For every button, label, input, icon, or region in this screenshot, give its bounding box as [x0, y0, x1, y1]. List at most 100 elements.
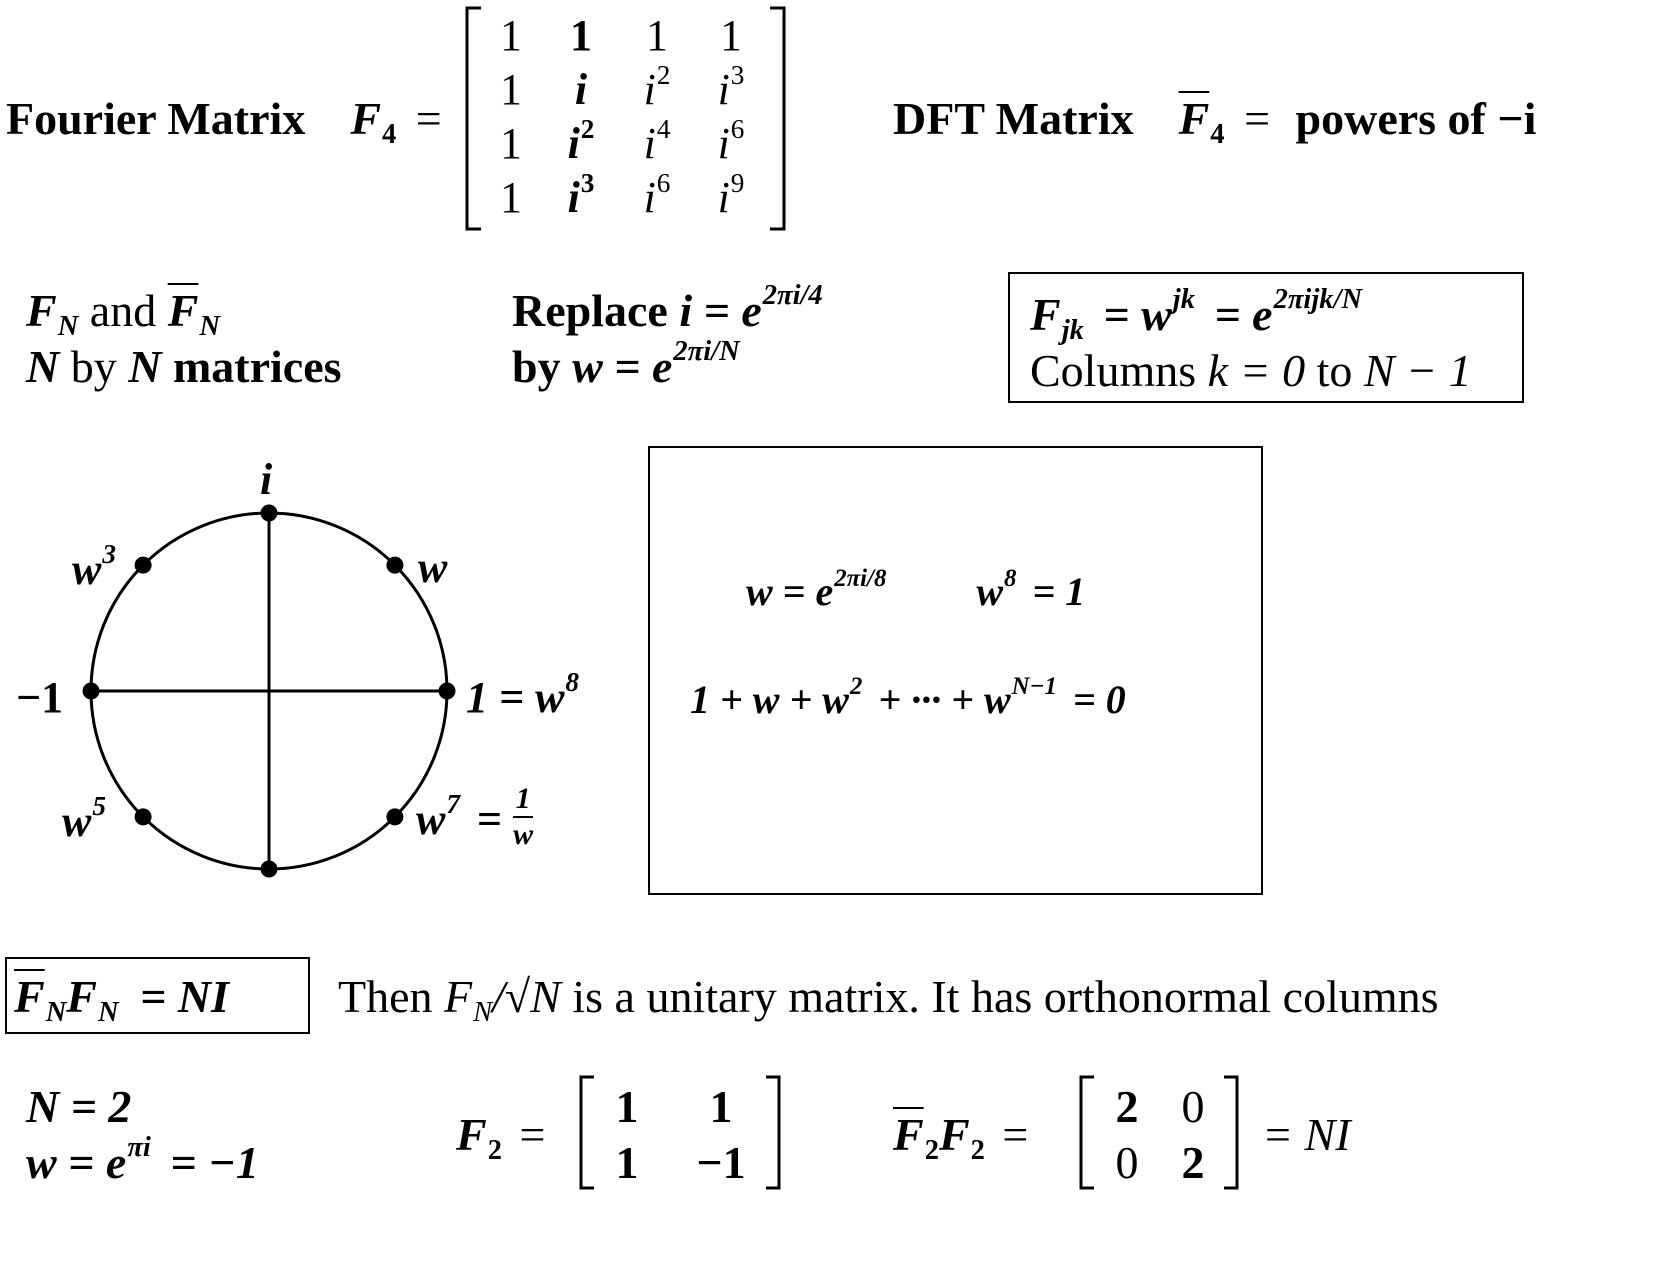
roots-box	[648, 446, 1263, 895]
fraction-numerator: 1	[513, 784, 534, 818]
label-w5: w5	[62, 792, 106, 844]
w-eq-e: w = e	[746, 569, 834, 614]
dft-matrix-line: DFT Matrix F4 = powers of −i	[893, 93, 1537, 149]
f2-cell-r0-c0: 1	[615, 1081, 639, 1132]
f4-cell-r0-c3: 1	[720, 11, 742, 60]
ni-rhs: = NI	[140, 971, 229, 1022]
label-w3: w3	[72, 540, 116, 594]
sum-part-b-exp: N−1	[1011, 672, 1057, 700]
f4-cell-r0-c0: 1	[500, 11, 522, 60]
root-dot-w2-i	[260, 504, 278, 522]
fjk-subscript: jk	[1061, 315, 1084, 347]
fn-bar-symbol: F	[167, 285, 199, 336]
label-w8-exp: 8	[565, 666, 580, 697]
f2-equals: =	[519, 1109, 546, 1160]
f2-bar-subscript: 2	[924, 1135, 939, 1167]
fn-product-sub2: N	[97, 997, 119, 1029]
prod-equals: =	[1002, 1109, 1029, 1160]
f2-lhs: F2 =	[456, 1109, 546, 1165]
f2-subscript-2: 2	[970, 1135, 985, 1167]
w8-exp: 8	[1004, 564, 1017, 592]
prod-cell-r0-c0: 2	[1115, 1081, 1139, 1132]
fourier-matrix-label: Fourier Matrix F4 =	[6, 93, 442, 149]
roots-line-1: w = e2πi/8 w8 = 1	[746, 566, 1086, 614]
label-w: w	[418, 546, 447, 590]
f4-bar-subscript: 4	[1210, 119, 1225, 151]
w-eq-e-exp: 2πi/8	[834, 564, 887, 592]
sum-part-a: 1 + w + w	[690, 677, 849, 722]
prod-cell-r1-c0: 0	[1115, 1137, 1139, 1188]
fjk-e-exp: 2πijk/N	[1273, 283, 1363, 315]
fjk-e: = e	[1214, 289, 1273, 340]
roots-of-unity-dots	[82, 504, 456, 878]
prod-rhs-text: = NI	[1262, 1109, 1351, 1160]
columns-word: Columns	[1030, 345, 1197, 396]
prod-rhs: = NI	[1262, 1112, 1351, 1158]
f4-cell-r1-c3: i3	[717, 59, 745, 114]
w8-rest: = 1	[1032, 569, 1086, 614]
fjk-w: = w	[1103, 289, 1172, 340]
f4-symbol: F	[350, 93, 382, 144]
by-text: by	[70, 341, 117, 392]
f4-cell-r1-c2: i2	[643, 59, 671, 114]
fn-line-1: FN and FN	[26, 285, 220, 341]
label-one-eq-w8: 1 = w8	[466, 668, 579, 722]
fn-bar-product-1: F	[14, 971, 45, 1022]
w-eq-minus-one: w = eπi = −1	[26, 1133, 259, 1188]
w8-base: w	[976, 569, 1004, 614]
fjk-symbol: F	[1030, 289, 1061, 340]
fn-normalized-sub: N	[473, 997, 493, 1029]
f4-cell-r2-c3: i6	[717, 113, 745, 168]
prod-cell-r0-c1: 0	[1181, 1081, 1205, 1132]
f4-cell-r2-c1: i2	[567, 113, 595, 168]
f4-cell-r3-c3: i9	[717, 167, 745, 222]
matrices-text: matrices	[172, 341, 342, 392]
replace-i-eq: i = e	[679, 285, 762, 336]
f2-bar-symbol: F	[893, 1109, 924, 1160]
label-one-eq-text: 1 = w	[466, 673, 565, 722]
n-symbol-1: N	[26, 341, 60, 392]
w-eq-e-pi: w = e	[26, 1137, 127, 1188]
label-w3-exp: 3	[102, 538, 116, 569]
prod-lhs: F2F2 =	[893, 1109, 1029, 1165]
fn-product-2: F	[66, 971, 97, 1022]
f2-right-bracket	[766, 1075, 781, 1190]
f4-cell-r2-c0: 1	[500, 119, 522, 168]
sum-part-b: + ··· + w	[878, 677, 1011, 722]
label-w3-base: w	[72, 545, 102, 594]
root-dot-w6	[260, 860, 278, 878]
f2-symbol-2: F	[938, 1109, 970, 1160]
n-eq-2-text: N = 2	[26, 1081, 132, 1132]
unitary-box	[5, 957, 310, 1034]
dft-equals: =	[1244, 93, 1271, 144]
label-w-text: w	[418, 543, 448, 592]
root-dot-w7	[386, 808, 404, 826]
unitary-rest: is a unitary matrix. It has orthonormal …	[572, 971, 1439, 1022]
then-word: Then	[338, 971, 433, 1022]
fjk-box	[1008, 272, 1524, 403]
sum-part-c: = 0	[1072, 677, 1126, 722]
f4-subscript: 4	[382, 119, 397, 151]
fjk-w-exp: jk	[1172, 283, 1195, 315]
label-minus-one-text: −1	[16, 673, 64, 722]
fraction-one-over-w: 1 w	[513, 784, 534, 850]
label-w7-eq: =	[477, 795, 503, 845]
dft-value: powers of −i	[1295, 93, 1537, 144]
root-dot-w3	[134, 556, 152, 574]
f2-left-bracket	[579, 1075, 594, 1190]
prod-left-bracket	[1079, 1075, 1094, 1190]
prod-right-bracket	[1224, 1075, 1239, 1190]
label-i-text: i	[260, 455, 273, 504]
sqrt-n: /√N	[492, 971, 561, 1022]
fn-bar-subscript: N	[199, 311, 220, 343]
and-text: and	[89, 285, 157, 336]
fn-line-2: N by N matrices	[26, 344, 342, 390]
f4-cell-r1-c0: 1	[500, 65, 522, 114]
fn-bar-product-sub1: N	[45, 997, 67, 1029]
label-i: i	[260, 458, 272, 502]
unitary-sentence: Then FN/√N is a unitary matrix. It has o…	[338, 971, 1439, 1027]
replace-line-1: Replace i = e2πi/4	[512, 281, 823, 336]
